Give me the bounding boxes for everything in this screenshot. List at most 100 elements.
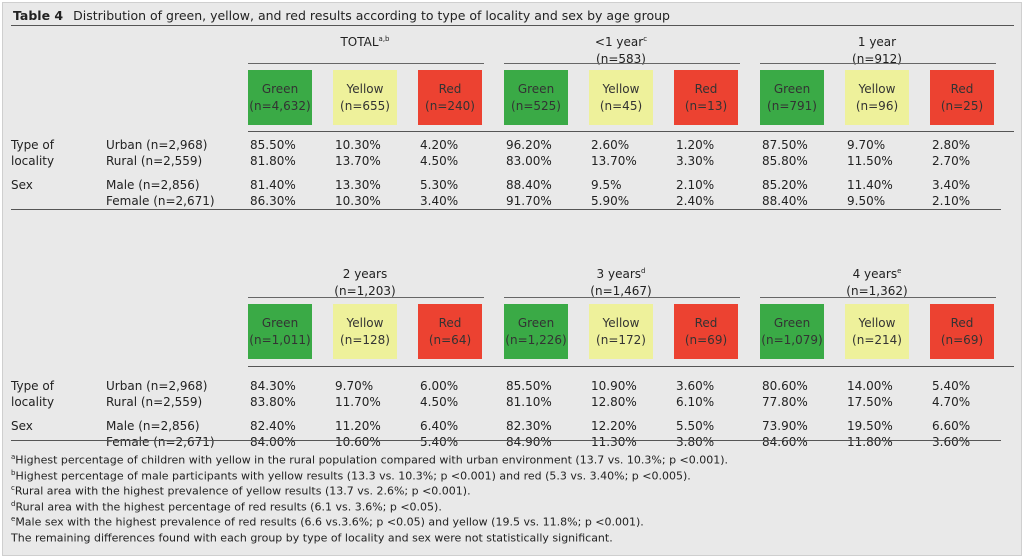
result-name: Green	[773, 81, 811, 96]
value-cell: 84.30%	[250, 379, 296, 393]
value-cell: 2.80%	[932, 138, 971, 152]
result-n: (n=13)	[684, 98, 728, 113]
result-n: (n=69)	[684, 332, 728, 347]
result-n: (n=64)	[428, 332, 472, 347]
value-cell: 6.60%	[932, 419, 971, 433]
row-group-label: Type of locality	[11, 138, 55, 168]
value-cell: 4.70%	[932, 395, 971, 409]
value-cell: 81.10%	[506, 395, 552, 409]
value-cell: 5.30%	[420, 178, 459, 192]
value-cell: 4.20%	[420, 138, 459, 152]
value-cell: 91.70%	[506, 194, 552, 208]
value-cell: 88.40%	[762, 194, 808, 208]
footnote: bHighest percentage of male participants…	[11, 469, 691, 483]
result-n: (n=69)	[940, 332, 984, 347]
result-n: (n=791)	[767, 98, 817, 113]
age-group-header: 2 years (n=1,203)	[248, 263, 482, 300]
group-rule	[248, 297, 484, 298]
result-n: (n=4,632)	[249, 98, 311, 113]
row-group-label: Sex	[11, 419, 33, 433]
footnote: cRural area with the highest prevalence …	[11, 484, 471, 498]
value-cell: 83.80%	[250, 395, 296, 409]
value-cell: 3.40%	[932, 178, 971, 192]
value-cell: 9.5%	[591, 178, 622, 192]
value-cell: 3.60%	[932, 435, 971, 449]
age-group-n: (n=583)	[596, 52, 646, 66]
footnote-text: Rural area with the highest prevalence o…	[14, 484, 471, 498]
value-cell: 14.00%	[847, 379, 893, 393]
result-n: (n=214)	[852, 332, 902, 347]
group-rule	[504, 63, 740, 64]
green-result-box: Green (n=791)	[760, 70, 824, 125]
age-group-label: 4 years	[852, 267, 898, 281]
row-label: Rural (n=2,559)	[106, 395, 203, 409]
value-cell: 5.40%	[420, 435, 459, 449]
age-group-label: 1 year	[857, 35, 897, 49]
footnote: aHighest percentage of children with yel…	[11, 453, 728, 467]
value-cell: 87.50%	[762, 138, 808, 152]
red-result-box: Red (n=13)	[674, 70, 738, 125]
yellow-result-box: Yellow (n=45)	[589, 70, 653, 125]
age-group-n: (n=1,203)	[334, 284, 396, 298]
result-name: Red	[438, 315, 462, 330]
result-n: (n=172)	[596, 332, 646, 347]
value-cell: 2.70%	[932, 154, 971, 168]
value-cell: 6.00%	[420, 379, 459, 393]
value-cell: 11.80%	[847, 435, 893, 449]
age-group-header: 3 yearsd (n=1,467)	[504, 263, 738, 300]
age-group-header: 4 yearse (n=1,362)	[760, 263, 994, 300]
result-name: Red	[950, 81, 974, 96]
value-cell: 83.00%	[506, 154, 552, 168]
value-cell: 6.10%	[676, 395, 715, 409]
value-cell: 10.60%	[335, 435, 381, 449]
group-rule	[248, 63, 484, 64]
yellow-result-box: Yellow (n=96)	[845, 70, 909, 125]
row-label: Urban (n=2,968)	[106, 379, 208, 393]
value-cell: 5.40%	[932, 379, 971, 393]
value-cell: 12.20%	[591, 419, 637, 433]
value-cell: 13.70%	[335, 154, 381, 168]
value-cell: 11.40%	[847, 178, 893, 192]
result-n: (n=1,226)	[505, 332, 567, 347]
result-n: (n=1,011)	[249, 332, 311, 347]
value-cell: 10.30%	[335, 194, 381, 208]
result-name: Red	[694, 81, 718, 96]
age-group-label: 3 years	[596, 267, 642, 281]
value-cell: 3.30%	[676, 154, 715, 168]
value-cell: 82.40%	[250, 419, 296, 433]
value-cell: 12.80%	[591, 395, 637, 409]
green-result-box: Green (n=525)	[504, 70, 568, 125]
result-n: (n=25)	[940, 98, 984, 113]
footnote: eMale sex with the highest prevalence of…	[11, 515, 644, 529]
row-label: Male (n=2,856)	[106, 178, 200, 192]
footnote: The remaining differences found with eac…	[11, 531, 613, 544]
footnote-mark: b	[11, 468, 16, 477]
value-cell: 85.50%	[250, 138, 296, 152]
value-cell: 84.00%	[250, 435, 296, 449]
footnote-mark: d	[641, 267, 646, 275]
yellow-result-box: Yellow (n=172)	[589, 304, 653, 359]
footnote-text: Male sex with the highest prevalence of …	[15, 515, 644, 529]
value-cell: 81.80%	[250, 154, 296, 168]
green-result-box: Green (n=4,632)	[248, 70, 312, 125]
value-cell: 1.20%	[676, 138, 715, 152]
value-cell: 73.90%	[762, 419, 808, 433]
value-cell: 3.40%	[420, 194, 459, 208]
result-name: Green	[773, 315, 811, 330]
value-cell: 11.70%	[335, 395, 381, 409]
row-label: Female (n=2,671)	[106, 194, 215, 208]
bottom-rule	[11, 440, 1001, 441]
age-group-header: TOTALa,b	[248, 31, 482, 51]
footnote-mark: e	[11, 515, 16, 523]
value-cell: 80.60%	[762, 379, 808, 393]
footnote-mark: d	[11, 499, 16, 508]
table-number: Table 4	[13, 8, 64, 23]
result-n: (n=655)	[340, 98, 390, 113]
value-cell: 19.50%	[847, 419, 893, 433]
header-rule	[248, 131, 1014, 132]
value-cell: 4.50%	[420, 154, 459, 168]
value-cell: 9.70%	[847, 138, 886, 152]
group-rule	[504, 297, 740, 298]
age-group-label: <1 year	[594, 35, 644, 49]
